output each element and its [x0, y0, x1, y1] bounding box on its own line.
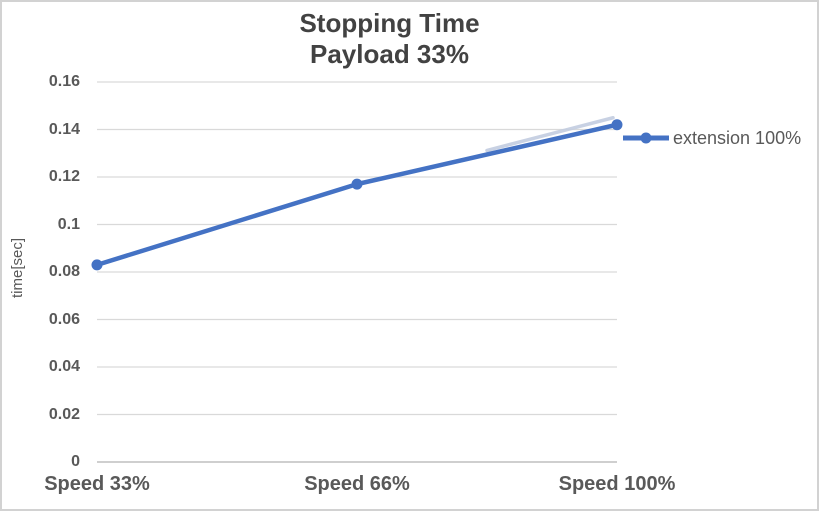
y-tick-label: 0.04: [48, 358, 80, 375]
chart-title: Stopping Time: [299, 8, 480, 38]
gridlines: [97, 81, 617, 416]
y-tick-label: 0.08: [48, 263, 80, 280]
chart-title-block: Stopping Time Payload 33%: [2, 8, 799, 70]
y-tick-label: 0: [71, 453, 80, 470]
data-point: [91, 259, 103, 271]
x-axis-label: Speed 33%: [44, 473, 150, 495]
line-shadow-artifact: [485, 116, 615, 153]
legend-label: extension 100%: [673, 127, 802, 148]
y-tick-label: 0.16: [48, 73, 80, 90]
y-tick-label: 0.1: [57, 215, 80, 233]
data-points: [91, 119, 623, 271]
y-tick-label: 0.12: [48, 168, 80, 185]
legend: extension 100%: [622, 125, 801, 151]
legend-line-marker-icon: [623, 132, 669, 144]
y-tick-label: 0.06: [48, 310, 80, 328]
y-axis-title: time[sec]: [9, 238, 26, 299]
data-point: [611, 119, 623, 131]
y-tick-label: 0.14: [48, 120, 80, 138]
data-point: [351, 178, 363, 190]
data-line: [94, 122, 620, 268]
y-tick-label: 0.02: [48, 405, 80, 423]
x-axis-label: Speed 100%: [558, 473, 676, 495]
chart-subtitle: Payload 33%: [310, 39, 469, 69]
x-axis-label: Speed 66%: [304, 473, 410, 495]
